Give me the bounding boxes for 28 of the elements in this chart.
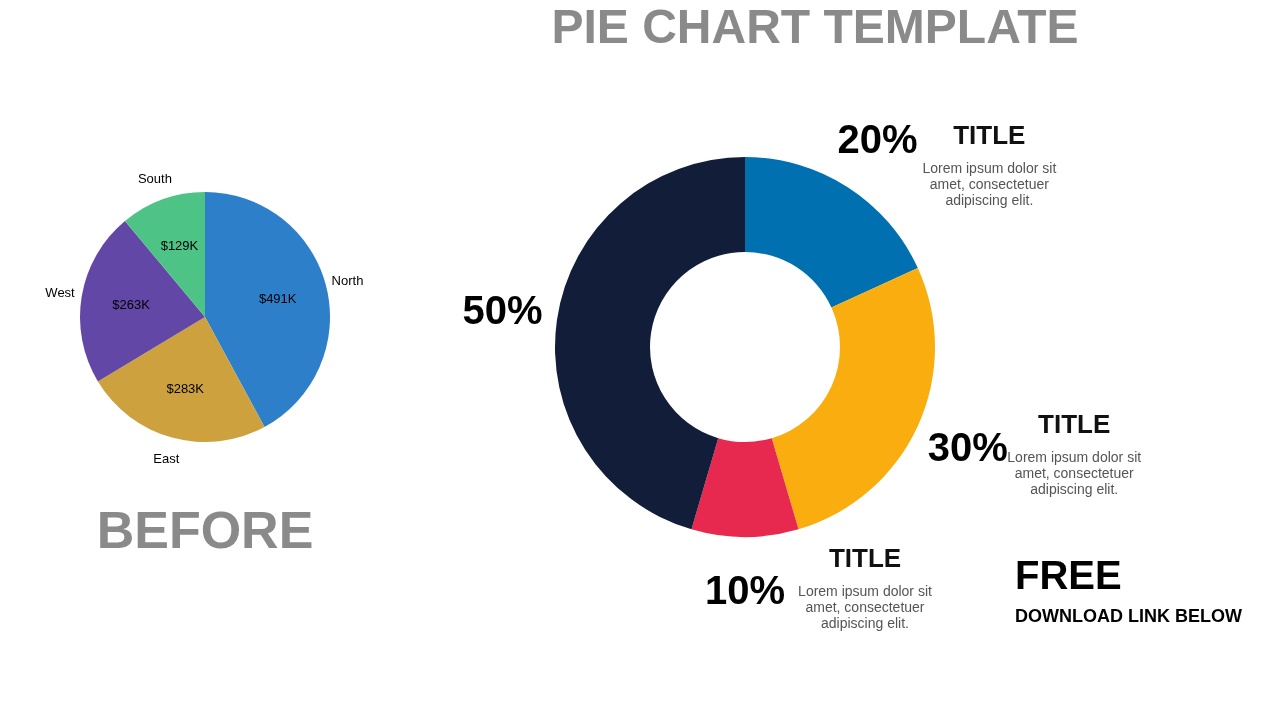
- slice-label: TITLE: [953, 119, 1026, 150]
- data-label: 20%: [837, 116, 918, 161]
- text: Lorem ipsum dolor sit amet, consectetuer adipiscing elit.: [1007, 448, 1142, 497]
- slice-label: TITLE: [828, 543, 902, 573]
- text: FREE: [1015, 553, 1122, 597]
- slice-label: West: [45, 284, 76, 300]
- data-label: 50%: [462, 288, 543, 333]
- data-label: $129K: [160, 238, 199, 254]
- text: Lorem ipsum dolor sit amet, consectetuer adipiscing elit.: [922, 159, 1057, 208]
- text: Lorem ipsum dolor sit amet, consectetuer adipiscing elit.: [798, 583, 933, 631]
- donut-slice: [555, 157, 745, 530]
- donut-slice: [691, 438, 799, 537]
- data-label: $283K: [166, 381, 205, 397]
- slice-label: South: [137, 170, 172, 186]
- pie-slice: [80, 221, 205, 382]
- text: DOWNLOAD LINK BELOW: [1015, 606, 1242, 626]
- donut-slice: [745, 157, 918, 308]
- data-label: 30%: [927, 424, 1008, 469]
- data-label: $491K: [258, 290, 297, 306]
- pie-slice: [205, 192, 330, 427]
- chart-title: PIE CHART TEMPLATE: [551, 0, 1079, 53]
- slice-label: East: [153, 450, 180, 466]
- pie-slice: [97, 317, 265, 442]
- slice-label: North: [331, 272, 364, 288]
- slice-label: TITLE: [1038, 408, 1111, 439]
- data-label: 10%: [704, 568, 786, 612]
- text: BEFORE: [96, 501, 314, 559]
- data-label: $263K: [112, 296, 151, 312]
